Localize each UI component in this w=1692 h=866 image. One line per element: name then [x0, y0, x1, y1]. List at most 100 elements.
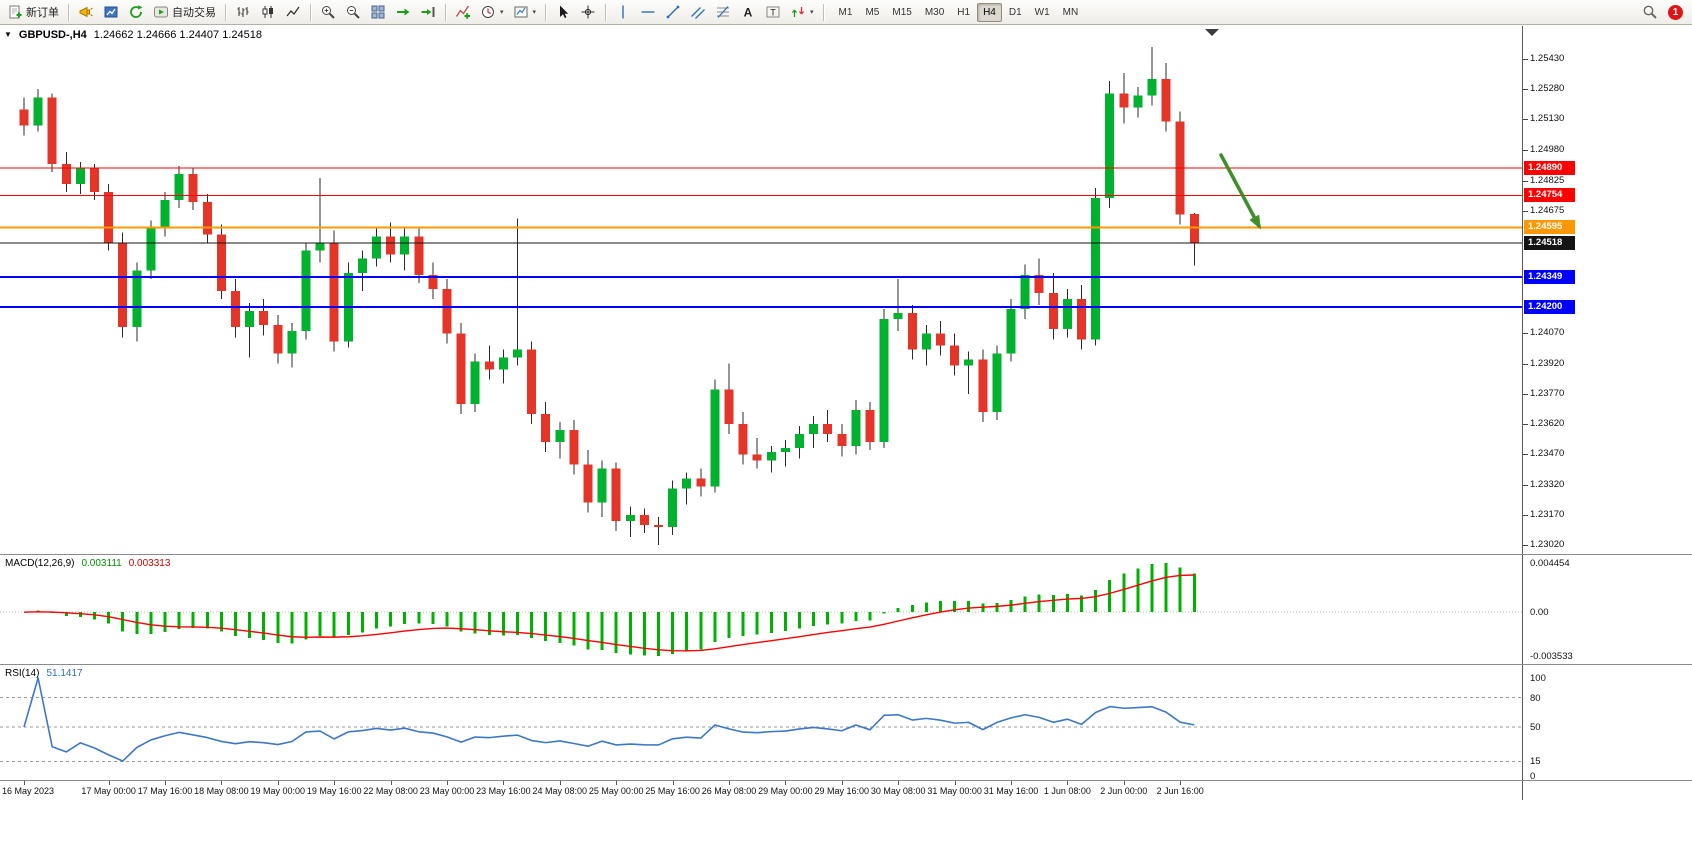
time-axis-label: 30 May 08:00: [870, 786, 926, 796]
candle: [1020, 264, 1030, 320]
new-chart-button[interactable]: [99, 2, 123, 23]
autotrading-button[interactable]: 自动交易: [149, 2, 220, 23]
time-axis-label: 25 May 16:00: [645, 786, 700, 796]
price-axis-tickmark: [1523, 333, 1528, 335]
indicators-button[interactable]: [451, 2, 475, 23]
time-axis[interactable]: 16 May 2023 17 May 00:00 17 May 16:00 18 Ma…: [0, 781, 1522, 800]
time-axis-label: 18 May 08:00: [194, 786, 249, 796]
horizontal-line-icon: [640, 4, 656, 20]
rsi-scale-label: 50: [1530, 722, 1541, 733]
zoom-out-button[interactable]: [341, 2, 365, 23]
candle: [837, 424, 847, 457]
time-axis-tickmark: [785, 781, 787, 785]
one-click-trading-toggle[interactable]: ▼: [4, 30, 12, 39]
refresh-icon: [128, 4, 144, 20]
candle: [1161, 63, 1171, 132]
zoom-out-icon: [345, 4, 361, 20]
new-order-button[interactable]: 新订单: [3, 2, 63, 23]
zoom-in-button[interactable]: [316, 2, 340, 23]
candle: [343, 262, 353, 348]
text-label-button[interactable]: T: [761, 2, 785, 23]
channel-button[interactable]: [686, 2, 710, 23]
search-button[interactable]: [1638, 2, 1662, 23]
time-axis-tickmark: [503, 781, 505, 785]
arrows-button[interactable]: ▾: [786, 2, 818, 23]
candle: [964, 351, 974, 394]
horizontal-line-button[interactable]: [636, 2, 660, 23]
notifications-badge[interactable]: 1: [1668, 4, 1683, 20]
search-icon: [1642, 4, 1658, 20]
time-axis-tickmark: [1180, 781, 1182, 785]
vertical-line-button[interactable]: [611, 2, 635, 23]
crosshair-button[interactable]: [576, 2, 600, 23]
time-axis-tickmark: [1123, 781, 1125, 785]
time-axis-tickmark: [841, 781, 843, 785]
timeframe-button-h4[interactable]: H4: [977, 2, 1002, 22]
refresh-button[interactable]: [124, 2, 148, 23]
timeframe-button-mn[interactable]: MN: [1057, 3, 1085, 22]
timeframe-button-d1[interactable]: D1: [1003, 3, 1028, 22]
price-axis-label: 1.25280: [1530, 83, 1565, 95]
macd-name: MACD(12,26,9): [5, 558, 75, 569]
timeframe-button-h1[interactable]: H1: [951, 3, 976, 22]
time-axis-label: 29 May 16:00: [814, 786, 870, 796]
trend-arrow-head: [1249, 214, 1261, 230]
price-axis-tickmark: [1523, 59, 1528, 60]
time-axis-label: 24 May 08:00: [532, 786, 588, 796]
candle: [907, 305, 917, 360]
timeframe-button-m5[interactable]: M5: [859, 3, 885, 22]
candle: [950, 333, 960, 376]
chart-shift-button[interactable]: [416, 2, 440, 23]
timeframe-button-m1[interactable]: M1: [833, 3, 859, 22]
candle: [823, 409, 833, 443]
chart-shift-marker[interactable]: [1205, 29, 1219, 36]
rsi-line: [23, 677, 1195, 762]
time-axis-label: 1 Jun 08:00: [1043, 786, 1091, 796]
timeframe-button-m15[interactable]: M15: [886, 3, 917, 22]
auto-scroll-button[interactable]: [391, 2, 415, 23]
tile-windows-button[interactable]: [366, 2, 390, 23]
line-chart-icon: [285, 4, 301, 20]
trendline-button[interactable]: [661, 2, 685, 23]
dropdown-caret: ▾: [810, 8, 814, 16]
panel-splitter[interactable]: [0, 664, 1692, 665]
cursor-button[interactable]: [551, 2, 575, 23]
rsi-canvas[interactable]: [0, 665, 1522, 780]
toolbar-separator: [545, 3, 547, 21]
line-chart-mode-button[interactable]: [281, 2, 305, 23]
price-axis[interactable]: 1.24890 1.24754 1.24595 1.24349 1.24200 1.245…: [1522, 26, 1692, 800]
candle: [527, 341, 537, 425]
fibonacci-button[interactable]: [711, 2, 735, 23]
candlestick-mode-button[interactable]: [256, 2, 280, 23]
time-axis-tickmark: [898, 781, 900, 785]
macd-canvas[interactable]: [0, 555, 1522, 664]
bar-chart-mode-button[interactable]: [231, 2, 255, 23]
panel-splitter[interactable]: [0, 780, 1692, 781]
text-button[interactable]: A: [736, 2, 760, 23]
alerts-button[interactable]: [74, 2, 98, 23]
trend-arrow-annotation[interactable]: [1219, 153, 1261, 228]
price-chart-canvas[interactable]: [0, 26, 1522, 554]
candle: [1077, 284, 1086, 350]
periods-button[interactable]: ▾: [476, 2, 508, 23]
chart-symbol-label: GBPUSD-,H4: [18, 29, 87, 41]
time-axis-label: 22 May 08:00: [363, 786, 418, 796]
candle: [160, 192, 170, 237]
toolbar-separator: [310, 3, 311, 21]
toolbar-right-group: 1: [1638, 2, 1689, 23]
timeframe-button-w1[interactable]: W1: [1029, 3, 1056, 22]
cursor-arrow-icon: [555, 4, 571, 20]
candle: [809, 415, 819, 449]
candle: [146, 220, 156, 279]
price-axis-tickmark: [1523, 181, 1528, 182]
panel-splitter[interactable]: [0, 554, 1692, 555]
candle: [301, 242, 311, 340]
price-level-tag: 1.24595: [1524, 220, 1575, 235]
price-axis-tickmark: [1523, 89, 1528, 91]
candle: [414, 226, 424, 283]
candle: [795, 426, 804, 459]
candle: [1133, 87, 1143, 118]
time-axis-label: 26 May 08:00: [701, 786, 757, 796]
timeframe-button-m30[interactable]: M30: [919, 3, 950, 22]
templates-button[interactable]: ▾: [509, 2, 541, 23]
